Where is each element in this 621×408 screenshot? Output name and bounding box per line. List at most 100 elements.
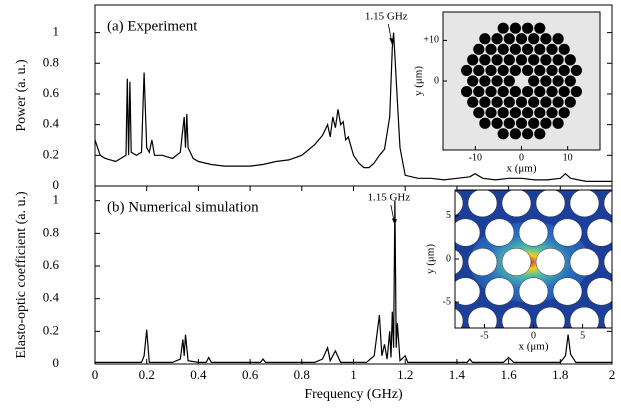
hole	[473, 43, 485, 55]
x-tick-label: 1.8	[552, 367, 568, 382]
hole	[509, 107, 521, 119]
hole	[534, 107, 546, 119]
hole	[509, 85, 521, 98]
hole	[515, 54, 528, 66]
hole	[540, 75, 552, 87]
hole	[528, 75, 540, 87]
hole	[479, 117, 491, 129]
hole	[558, 107, 570, 119]
hole	[501, 306, 532, 328]
hole	[552, 117, 564, 129]
hole	[535, 306, 566, 328]
hole	[473, 107, 485, 119]
annotation: 1.15 GHz	[365, 11, 408, 23]
y-tick-label: 0.6	[43, 85, 60, 100]
hole	[485, 107, 497, 119]
hole	[467, 306, 498, 328]
hole	[491, 33, 503, 45]
hole	[497, 22, 509, 34]
hole	[552, 277, 583, 306]
hole	[546, 64, 558, 77]
hole	[491, 75, 503, 87]
hole	[535, 247, 566, 277]
hole	[522, 128, 534, 140]
inset-y-label: y (μm)	[413, 66, 425, 96]
hole	[522, 43, 534, 55]
inset-image	[383, 160, 612, 365]
inset-y-tick-label: 5	[446, 210, 451, 221]
y-tick-label: 1	[53, 24, 60, 39]
hole	[491, 96, 503, 108]
panel-title: (a) Experiment	[107, 18, 198, 34]
hole	[522, 107, 534, 119]
hole	[467, 54, 479, 66]
hole	[603, 308, 612, 328]
inset-x-label: x (μm)	[518, 341, 548, 353]
hole	[417, 160, 446, 188]
hole	[467, 75, 479, 87]
hole	[497, 107, 509, 119]
inset-image	[443, 12, 600, 150]
hole	[497, 85, 509, 98]
hole	[455, 277, 481, 306]
inset-y-tick-label: +10	[423, 35, 439, 46]
hole	[534, 64, 546, 77]
hole	[461, 64, 473, 77]
hole	[383, 219, 412, 247]
hole	[515, 117, 528, 129]
hole	[451, 337, 480, 365]
x-tick-label: 1.4	[449, 367, 466, 382]
inset-x-tick-label: 10	[563, 152, 573, 163]
hole	[417, 337, 446, 365]
hole	[518, 277, 549, 306]
x-axis-label: Frequency (GHz)	[304, 387, 403, 402]
y-axis-label: Power (a. u.)	[14, 59, 29, 132]
y-tick-label: 0.4	[43, 116, 60, 131]
inset-x-tick-label: -10	[469, 152, 482, 163]
hole	[509, 22, 521, 34]
hole	[497, 64, 509, 77]
hole	[553, 160, 582, 188]
y-tick-label: 0.2	[43, 322, 59, 337]
x-tick-label: 1	[350, 367, 357, 382]
hole	[552, 218, 583, 247]
annotation: 1.15 GHz	[367, 192, 410, 204]
hole	[509, 64, 521, 77]
x-tick-label: 1.2	[397, 367, 413, 382]
hole	[552, 54, 564, 66]
hole	[497, 128, 509, 140]
data-line	[94, 32, 612, 182]
hole	[491, 54, 503, 66]
hole	[501, 190, 532, 218]
y-tick-label: 0.6	[43, 257, 60, 272]
hole	[603, 190, 612, 216]
inset-x-tick-label: 0	[519, 152, 524, 163]
hole	[503, 54, 515, 66]
hole	[484, 218, 515, 247]
hole	[564, 75, 576, 87]
hole	[455, 218, 481, 247]
hole	[473, 64, 485, 77]
hole	[383, 278, 412, 306]
hole	[467, 96, 479, 108]
hole	[569, 247, 600, 277]
hole	[558, 64, 570, 77]
hole	[546, 43, 558, 55]
hole	[558, 43, 570, 55]
hole	[515, 96, 528, 108]
hole	[509, 43, 521, 55]
inset: -5 0 5 5 0 -5 x (μm) y (μm)	[383, 160, 613, 365]
x-tick-label: 2	[609, 367, 616, 382]
hole	[455, 190, 464, 216]
hole	[552, 33, 564, 45]
hole	[503, 33, 515, 45]
hole	[509, 128, 521, 140]
hole	[501, 247, 532, 277]
inset-x-tick-label: 0	[531, 330, 536, 341]
inset-y-tick-label: -5	[443, 296, 451, 307]
hole	[417, 278, 446, 306]
hole	[603, 249, 612, 275]
hole	[503, 96, 515, 108]
hole	[534, 128, 546, 140]
